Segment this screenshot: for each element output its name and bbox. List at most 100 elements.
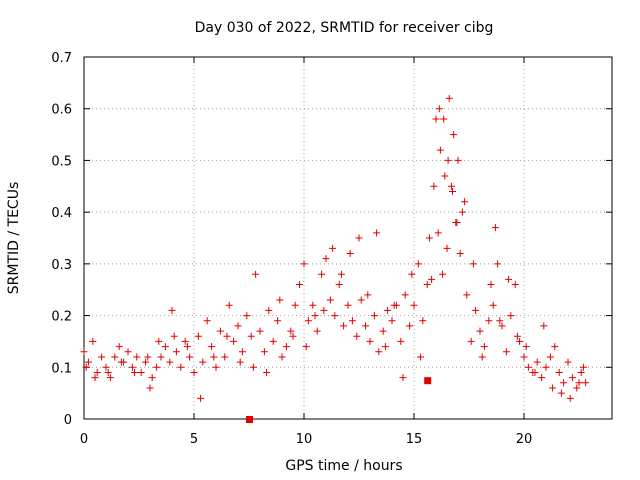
data-point: [289, 332, 297, 340]
data-point: [155, 337, 163, 345]
data-point: [505, 275, 513, 283]
data-point: [449, 187, 456, 195]
data-point: [249, 363, 257, 371]
data-point: [430, 182, 438, 190]
data-point: [443, 244, 451, 252]
data-point: [181, 337, 189, 345]
data-point: [425, 234, 433, 242]
data-point: [186, 353, 194, 361]
data-point: [491, 224, 499, 232]
data-point: [522, 343, 530, 351]
data-point: [362, 322, 370, 330]
data-point: [439, 270, 447, 278]
x-tick-label: 0: [80, 432, 88, 447]
data-point: [93, 368, 101, 376]
data-point: [480, 343, 488, 351]
ticks: 0 0.1 0.2 0.3 0.4 0.5 0.6 0.7 0 5 10 15 20: [51, 51, 612, 447]
data-point: [282, 343, 290, 351]
data-point: [461, 198, 469, 206]
data-point: [104, 368, 112, 376]
data-point: [406, 322, 414, 330]
data-point: [441, 172, 449, 180]
data-point: [370, 312, 378, 320]
data-point: [177, 363, 185, 371]
data-point: [435, 105, 443, 113]
data-point: [489, 301, 497, 309]
data-point: [456, 250, 464, 258]
y-tick-label: 0.5: [51, 154, 72, 169]
data-point: [131, 368, 139, 376]
data-point: [80, 348, 88, 356]
data-point: [148, 374, 156, 382]
data-point: [577, 368, 585, 376]
plot-frame: [83, 56, 613, 420]
data-point: [89, 337, 97, 345]
data-point: [223, 332, 231, 340]
data-point: [111, 353, 119, 361]
data-point: [450, 131, 458, 139]
data-point: [540, 322, 548, 330]
y-tick-label: 0.7: [51, 51, 72, 66]
data-point: [348, 317, 356, 325]
data-point: [373, 229, 381, 237]
data-point: [331, 312, 339, 320]
data-point: [320, 306, 328, 314]
data-point: [573, 384, 581, 392]
data-point: [419, 317, 427, 325]
data-point: [511, 281, 519, 289]
data-point: [203, 317, 211, 325]
data-point: [507, 312, 515, 320]
y-tick-label: 0.2: [51, 310, 72, 325]
data-point: [144, 353, 152, 361]
data-point: [353, 332, 361, 340]
data-point: [172, 348, 180, 356]
data-point: [579, 363, 587, 371]
data-point: [335, 281, 343, 289]
data-point: [531, 368, 539, 376]
data-point: [225, 301, 233, 309]
grid: [84, 57, 612, 419]
data-point: [390, 301, 398, 309]
data-point: [454, 156, 462, 164]
data-point: [467, 337, 475, 345]
data-point: [520, 353, 528, 361]
y-tick-label: 0.3: [51, 258, 72, 273]
data-point: [208, 343, 216, 351]
data-point-square: [246, 416, 253, 423]
data-point: [458, 208, 466, 216]
data-point: [436, 146, 444, 154]
data-point: [247, 332, 255, 340]
data-point: [183, 343, 191, 351]
data-point: [440, 115, 448, 123]
data-point: [269, 337, 277, 345]
data-point: [287, 327, 295, 335]
data-point: [161, 343, 169, 351]
data-point: [304, 317, 312, 325]
data-point: [194, 332, 202, 340]
data-point: [428, 275, 436, 283]
data-point: [399, 374, 407, 382]
data-point: [538, 374, 546, 382]
data-point: [476, 327, 484, 335]
data-point: [234, 322, 242, 330]
data-point: [216, 327, 224, 335]
data-point: [414, 260, 422, 268]
data-point: [243, 312, 251, 320]
data-points: [80, 94, 590, 423]
data-point: [410, 301, 418, 309]
data-point: [533, 358, 541, 366]
data-point: [463, 291, 471, 299]
data-point: [115, 343, 123, 351]
data-point: [364, 291, 372, 299]
y-tick-label: 0: [64, 413, 72, 428]
data-point: [329, 244, 337, 252]
data-point: [146, 384, 154, 392]
data-point: [166, 358, 174, 366]
data-point-square: [424, 377, 432, 385]
data-point: [472, 306, 480, 314]
chart-title: Day 030 of 2022, SRMTID for receiver cib…: [195, 20, 494, 36]
data-point: [265, 306, 273, 314]
x-tick-label: 20: [516, 432, 533, 447]
data-point: [564, 358, 572, 366]
data-point: [478, 353, 486, 361]
